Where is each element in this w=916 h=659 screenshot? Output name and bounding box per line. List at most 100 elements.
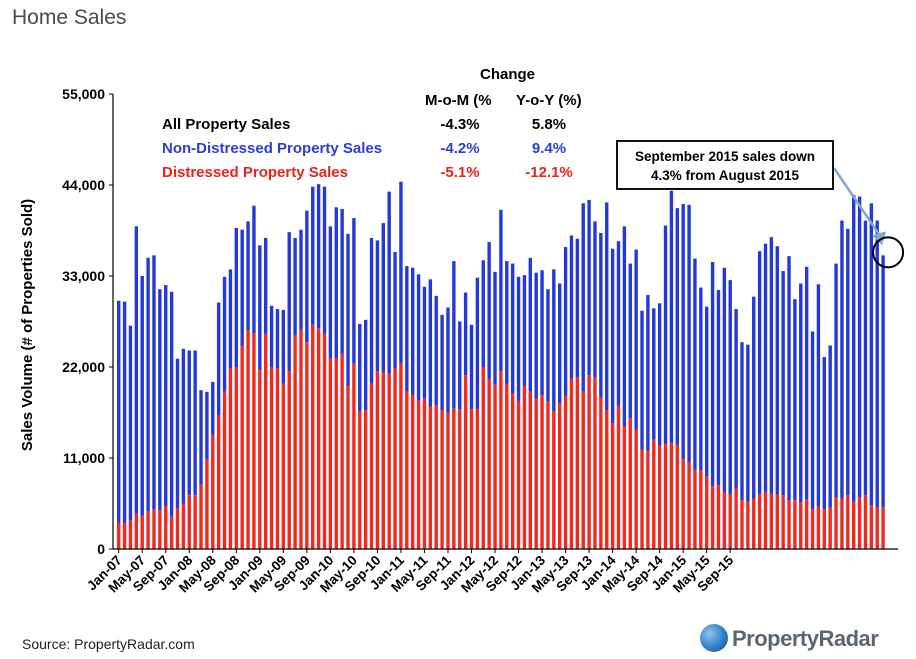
bar-non-distressed: [869, 203, 874, 506]
y-tick-label: 33,000: [62, 268, 105, 284]
yoy-non-distressed: 9.4%: [531, 140, 567, 157]
globe-icon: [700, 624, 728, 652]
mom-distressed: -5.1%: [440, 164, 480, 181]
bar-distressed: [475, 409, 480, 549]
bar-distressed: [499, 371, 503, 549]
yoy-all: 5.8%: [531, 116, 567, 133]
bar-distressed: [752, 498, 756, 549]
bar-non-distressed: [657, 303, 662, 446]
propertyradar-logo: PropertyRadar: [700, 622, 900, 656]
bar-non-distressed: [552, 269, 556, 412]
bar-distressed: [175, 508, 180, 549]
bar-distressed: [781, 495, 785, 549]
bar-distressed: [804, 499, 809, 549]
bar-non-distressed: [881, 255, 885, 508]
logo-text: PropertyRadar: [732, 626, 879, 651]
mom-all: -4.3%: [440, 116, 480, 133]
bar-non-distressed: [269, 305, 274, 367]
bar-non-distressed: [740, 342, 744, 501]
bar-non-distressed: [540, 270, 544, 396]
bar-non-distressed: [181, 348, 186, 504]
bar-non-distressed: [699, 287, 703, 471]
bar-non-distressed: [716, 290, 721, 486]
bar-non-distressed: [593, 221, 597, 378]
bar-non-distressed: [358, 323, 362, 412]
bar-distressed: [746, 501, 750, 549]
bar-non-distressed: [687, 204, 691, 463]
bar-distressed: [640, 449, 644, 549]
bar-non-distressed: [616, 241, 621, 406]
bar-non-distressed: [287, 232, 291, 372]
callout-line-1: September 2015 sales down: [634, 149, 816, 164]
bar-distressed: [669, 443, 674, 549]
bar-distressed: [846, 495, 850, 549]
bar-distressed: [581, 391, 585, 549]
bar-distressed: [375, 371, 380, 549]
bar-distressed: [328, 358, 333, 549]
y-tick-label: 55,000: [62, 86, 105, 102]
bar-non-distressed: [857, 196, 862, 498]
bar-non-distressed: [346, 233, 350, 387]
change-heading: Change: [480, 66, 536, 83]
bar-distressed: [458, 409, 462, 549]
bars: [117, 181, 885, 549]
bar-distressed: [657, 445, 662, 549]
bar-non-distressed: [199, 390, 203, 485]
bar-distressed: [757, 494, 762, 549]
bar-distressed: [440, 410, 444, 549]
bar-non-distressed: [575, 238, 580, 378]
bar-non-distressed: [828, 345, 832, 508]
bar-non-distressed: [158, 289, 162, 511]
bar-non-distressed: [599, 232, 603, 398]
bar-non-distressed: [469, 324, 474, 410]
bar-non-distressed: [340, 208, 344, 354]
bar-distressed: [510, 393, 515, 549]
bar-non-distressed: [328, 226, 333, 359]
bar-distressed: [452, 408, 456, 549]
bar-non-distressed: [487, 242, 491, 380]
bar-non-distressed: [422, 286, 427, 399]
bar-distressed: [628, 418, 632, 549]
mom-non-distressed: -4.2%: [440, 140, 480, 157]
bar-distressed: [387, 373, 391, 549]
bar-distressed: [205, 459, 209, 549]
legend-label-distressed: Distressed Property Sales: [162, 164, 348, 181]
bar-non-distressed: [305, 210, 309, 343]
y-tick-label: 11,000: [63, 450, 105, 466]
bar-distressed: [340, 353, 344, 549]
bar-distressed: [775, 494, 779, 549]
bar-non-distressed: [863, 220, 868, 496]
bar-distressed: [305, 342, 309, 549]
bar-distressed: [563, 395, 568, 549]
bar-non-distressed: [234, 228, 238, 367]
bar-non-distressed: [416, 274, 421, 401]
bar-non-distressed: [663, 225, 668, 444]
bar-distressed: [534, 399, 538, 549]
callout-line-2: 4.3% from August 2015: [650, 168, 800, 183]
page-title: Home Sales: [12, 6, 127, 29]
bar-non-distressed: [152, 255, 156, 510]
bar-non-distressed: [510, 263, 515, 394]
bar-distressed: [299, 329, 303, 549]
y-axis-label: Sales Volume (# of Properties Sold): [19, 199, 36, 451]
bar-non-distressed: [175, 358, 180, 509]
bar-distressed: [158, 510, 162, 549]
bar-distressed: [211, 434, 215, 549]
bar-non-distressed: [316, 184, 321, 329]
bar-distressed: [734, 488, 738, 549]
bar-distressed: [493, 384, 497, 549]
bar-distressed: [675, 444, 679, 549]
bar-distressed: [252, 333, 256, 549]
bar-non-distressed: [505, 261, 509, 384]
bar-distressed: [605, 410, 609, 549]
bar-non-distressed: [752, 296, 756, 499]
bar-distressed: [787, 500, 791, 549]
bar-distressed: [722, 491, 727, 549]
bar-distressed: [716, 485, 721, 549]
bar-non-distressed: [322, 186, 327, 334]
bar-non-distressed: [117, 300, 121, 523]
bar-non-distressed: [146, 257, 150, 512]
bar-distressed: [793, 500, 797, 549]
yoy-header: Y-o-Y (%): [516, 92, 582, 109]
bar-non-distressed: [804, 266, 809, 500]
